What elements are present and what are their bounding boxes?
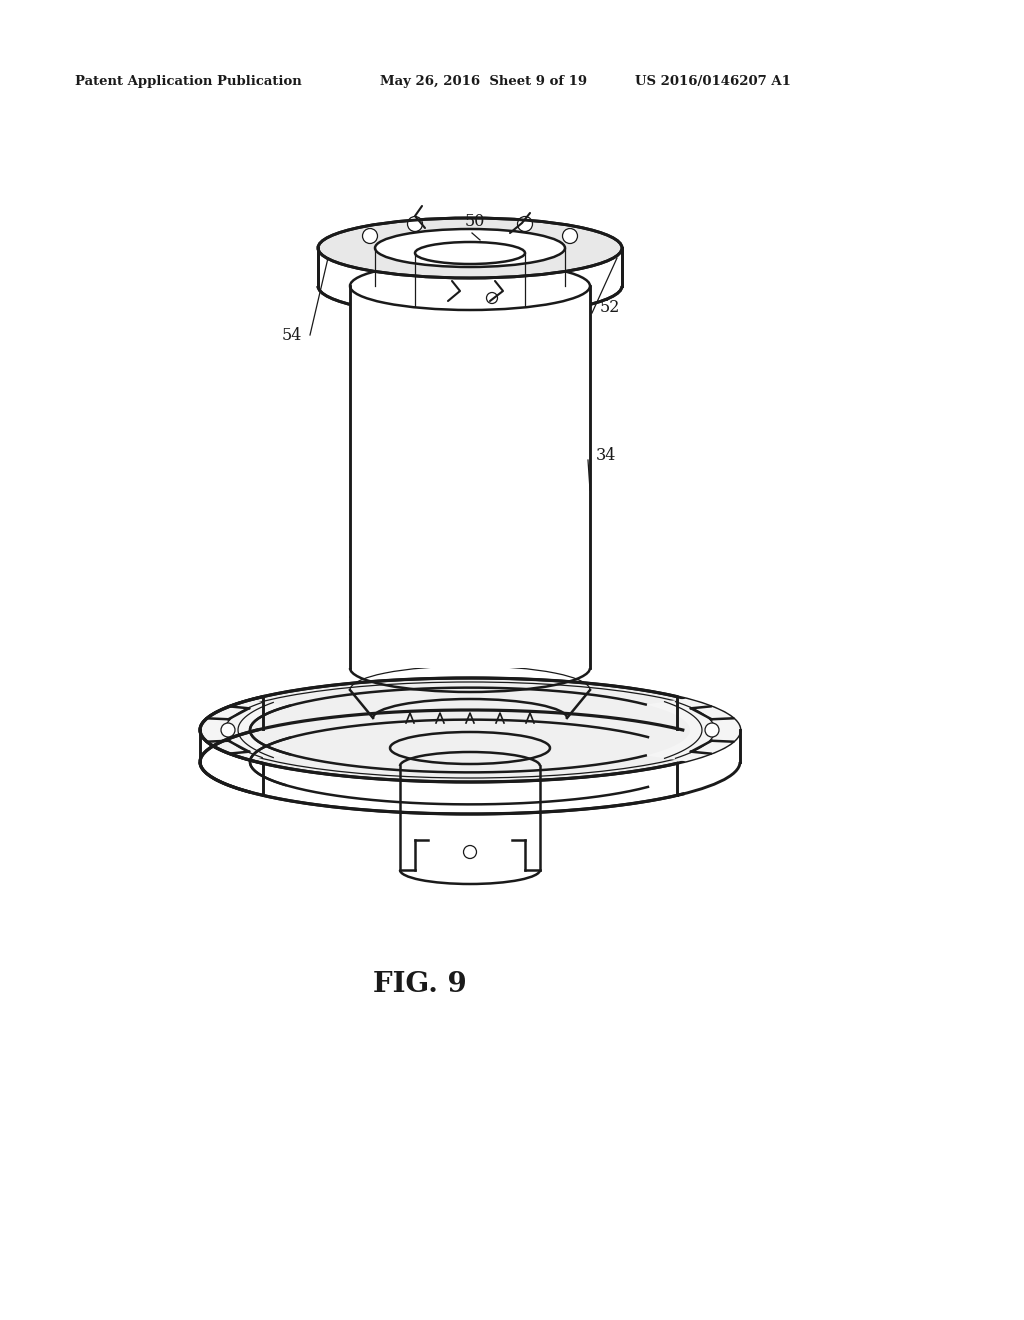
Text: 52: 52 (600, 300, 621, 317)
Circle shape (362, 228, 378, 243)
Ellipse shape (375, 228, 565, 267)
Ellipse shape (200, 678, 740, 781)
Ellipse shape (318, 218, 622, 279)
Circle shape (486, 293, 498, 304)
Circle shape (221, 723, 234, 737)
Text: 54: 54 (282, 326, 302, 343)
Text: US 2016/0146207 A1: US 2016/0146207 A1 (635, 75, 791, 88)
Circle shape (517, 216, 532, 231)
Circle shape (408, 216, 423, 231)
Polygon shape (646, 698, 740, 762)
Text: May 26, 2016  Sheet 9 of 19: May 26, 2016 Sheet 9 of 19 (380, 75, 587, 88)
Text: 50: 50 (465, 214, 485, 231)
Text: 34: 34 (596, 446, 616, 463)
Text: FIG. 9: FIG. 9 (373, 972, 467, 998)
Circle shape (705, 723, 719, 737)
Polygon shape (200, 700, 290, 760)
Polygon shape (350, 286, 590, 668)
Circle shape (464, 846, 476, 858)
Circle shape (562, 228, 578, 243)
Text: Patent Application Publication: Patent Application Publication (75, 75, 302, 88)
